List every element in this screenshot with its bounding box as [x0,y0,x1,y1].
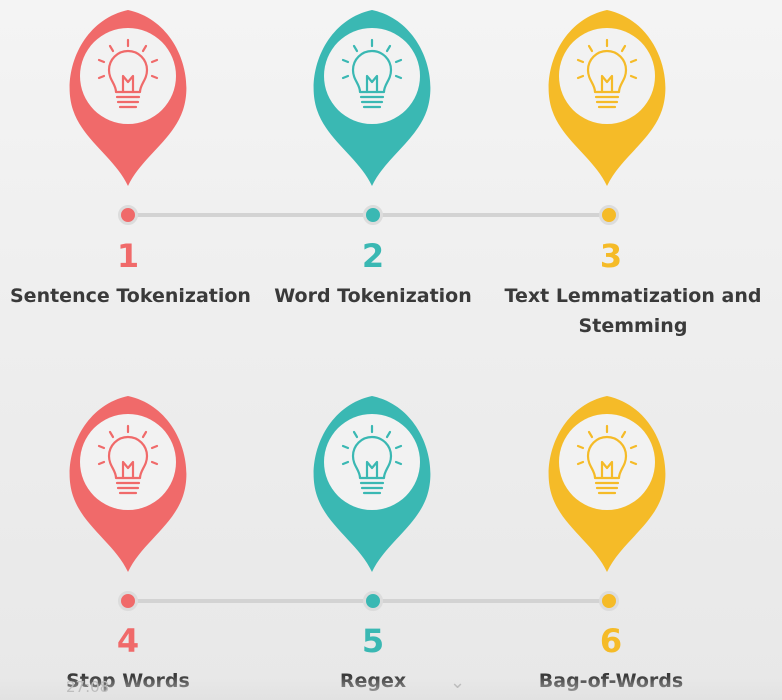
step-label-3-line-2: Stemming [578,315,688,337]
map-pin-icon-4 [53,384,203,574]
lightbulb-icon [97,424,159,495]
step-label-1: Sentence Tokenization [10,285,251,307]
player-overlay-bar [0,676,782,700]
map-pin-icon-5 [297,384,447,574]
lightbulb-icon [341,38,403,109]
timeline-dot-5 [363,591,383,611]
map-pin-icon-2 [297,0,447,188]
step-label-2: Word Tokenization [274,285,472,307]
timeline-dot-4 [118,591,138,611]
timeline-dot-6 [599,591,619,611]
map-pin-icon-1 [53,0,203,188]
step-number-5: 5 [361,622,385,660]
chevron-down-icon[interactable]: ⌄ [450,672,466,693]
lightbulb-icon [576,38,638,109]
lightbulb-icon [97,38,159,109]
player-time-ghost: 27:08 [66,678,110,696]
step-number-1: 1 [116,237,140,275]
lightbulb-icon [341,424,403,495]
lightbulb-icon [576,424,638,495]
step-label-3-line-1: Text Lemmatization and [504,285,762,307]
map-pin-icon-3 [532,0,682,188]
step-number-3: 3 [599,237,623,275]
timeline-dot-2 [363,205,383,225]
timeline-dot-1 [118,205,138,225]
step-number-4: 4 [116,622,140,660]
step-number-2: 2 [361,237,385,275]
map-pin-icon-6 [532,384,682,574]
step-number-6: 6 [599,622,623,660]
timeline-dot-3 [599,205,619,225]
